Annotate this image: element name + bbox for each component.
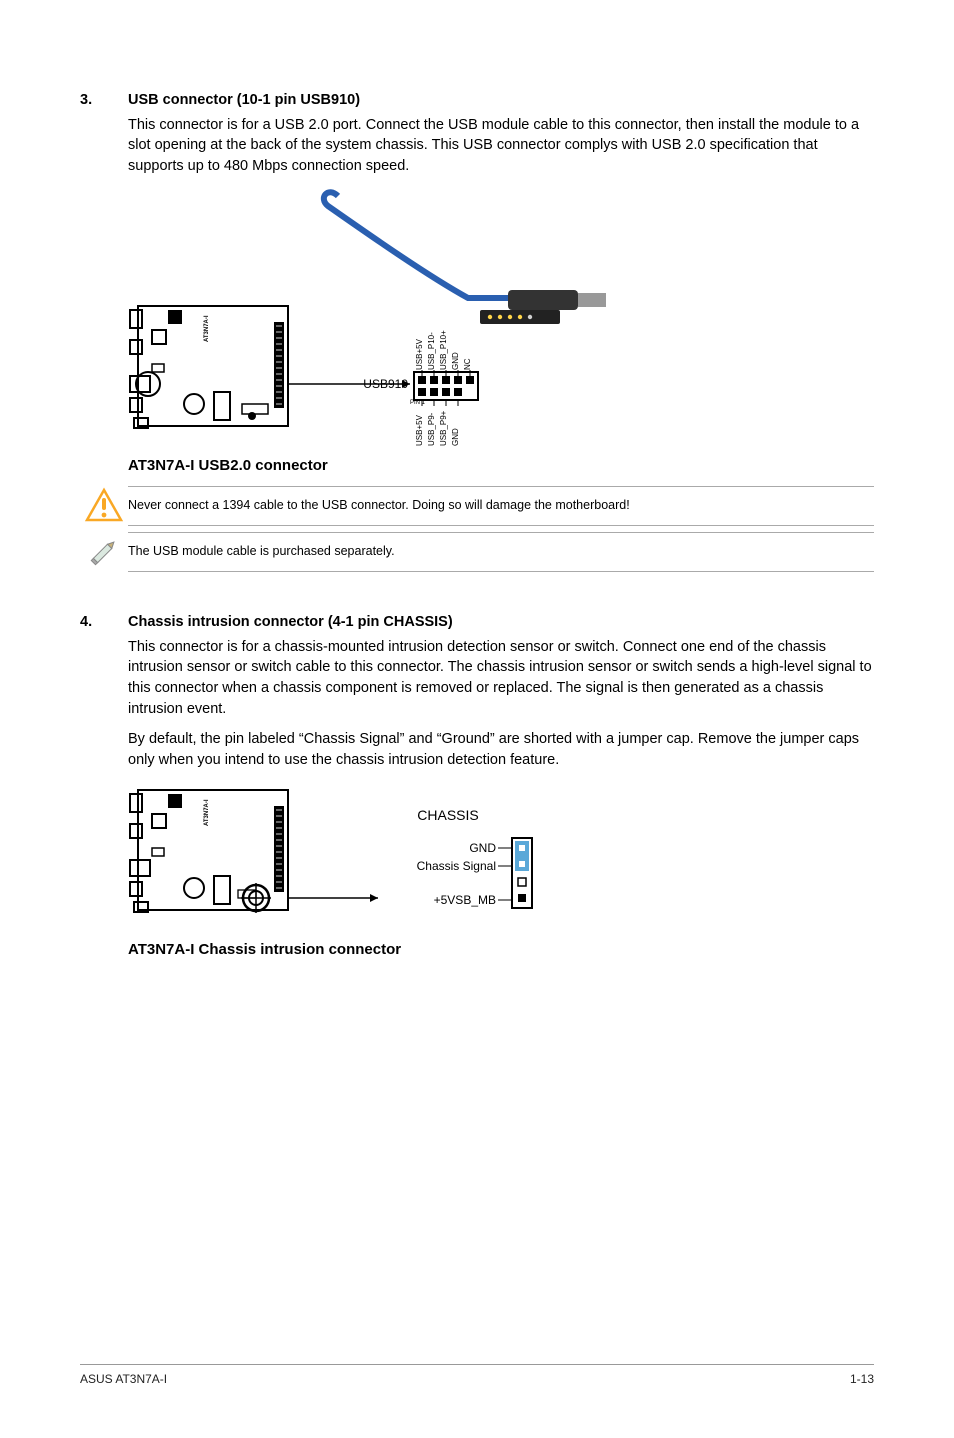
usb-cable-illustration: [324, 193, 606, 325]
footer-left: ASUS AT3N7A-I: [80, 1371, 167, 1388]
svg-text:USB_P10+: USB_P10+: [439, 330, 448, 370]
info-text: The USB module cable is purchased separa…: [128, 532, 874, 572]
usb-pin1-label: PIN 1: [410, 400, 426, 406]
svg-text:GND: GND: [451, 352, 460, 370]
svg-text:AT3N7A-I: AT3N7A-I: [204, 315, 210, 342]
chassis-diagram: AT3N7A-I: [128, 780, 874, 960]
warning-note: Never connect a 1394 cable to the USB co…: [80, 486, 874, 526]
section-content: Chassis intrusion connector (4-1 pin CHA…: [128, 612, 874, 970]
chassis-caption: AT3N7A-I Chassis intrusion connector: [128, 939, 874, 960]
section-body1: This connector is for a chassis-mounted …: [128, 637, 874, 719]
svg-text:GND: GND: [469, 841, 496, 855]
svg-text:USB+5V: USB+5V: [415, 339, 424, 371]
section-heading: USB connector (10-1 pin USB910): [128, 90, 874, 111]
footer-right: 1-13: [850, 1371, 874, 1388]
usb-header: USB910 PIN 1 USB+5V USB_P10- USB_: [363, 330, 478, 446]
section-chassis: 4. Chassis intrusion connector (4-1 pin …: [80, 612, 874, 970]
warning-icon: [80, 486, 128, 526]
chassis-header: CHASSIS GND Chassis Signal +5VSB_MB: [417, 807, 532, 908]
section-usb: 3. USB connector (10-1 pin USB910) This …: [80, 90, 874, 578]
mini-board: AT3N7A-I: [130, 306, 410, 428]
info-note: The USB module cable is purchased separa…: [80, 532, 874, 572]
svg-text:USB_P9+: USB_P9+: [439, 411, 448, 447]
svg-text:NC: NC: [463, 359, 472, 371]
section-body2: By default, the pin labeled “Chassis Sig…: [128, 729, 874, 770]
svg-text:GND: GND: [451, 428, 460, 446]
svg-text:USB_P9-: USB_P9-: [427, 413, 436, 447]
chassis-title: CHASSIS: [417, 807, 478, 823]
section-body: This connector is for a USB 2.0 port. Co…: [128, 115, 874, 177]
mini-board-chassis: AT3N7A-I: [130, 790, 378, 913]
svg-text:+5VSB_MB: +5VSB_MB: [434, 893, 496, 907]
svg-text:AT3N7A-I: AT3N7A-I: [204, 799, 210, 826]
section-number: 4.: [80, 612, 128, 970]
svg-text:USB+5V: USB+5V: [415, 415, 424, 447]
usb-caption: AT3N7A-I USB2.0 connector: [128, 455, 874, 476]
page-footer: ASUS AT3N7A-I 1-13: [80, 1364, 874, 1388]
svg-text:USB_P10-: USB_P10-: [427, 332, 436, 370]
section-content: USB connector (10-1 pin USB910) This con…: [128, 90, 874, 578]
svg-text:Chassis Signal: Chassis Signal: [417, 859, 496, 873]
pencil-icon: [80, 532, 128, 572]
section-heading: Chassis intrusion connector (4-1 pin CHA…: [128, 612, 874, 633]
usb-diagram: AT3N7A-I: [128, 186, 874, 476]
usb-header-label: USB910: [363, 377, 408, 391]
warning-text: Never connect a 1394 cable to the USB co…: [128, 486, 874, 526]
